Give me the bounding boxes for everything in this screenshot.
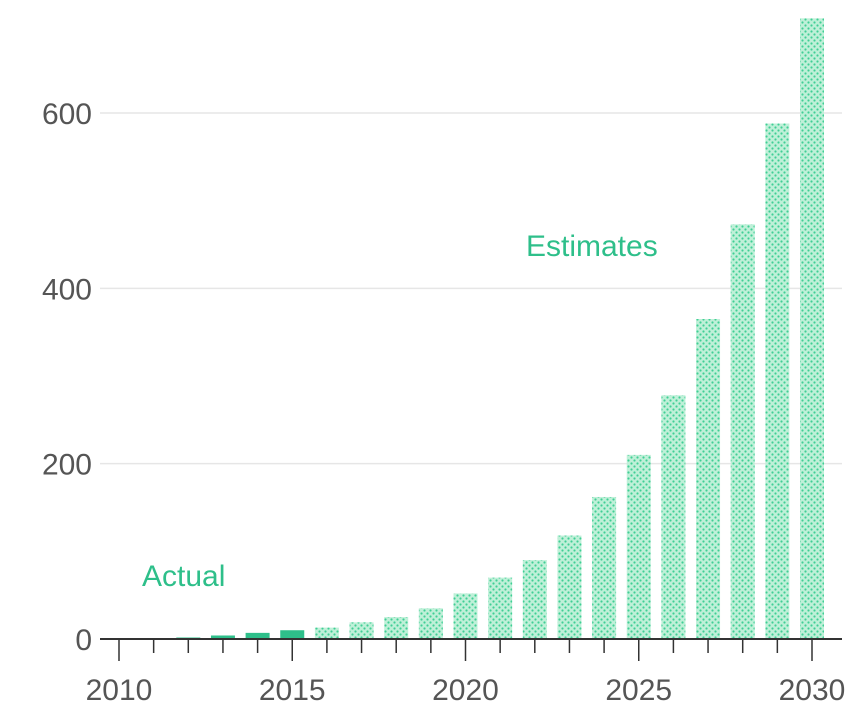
bar-estimate-2025	[626, 454, 651, 639]
bar-actual-2015	[280, 630, 305, 639]
x-axis-labels: 2010 2015 2020 2025 2030	[86, 674, 846, 707]
bar-estimate-2030	[800, 18, 824, 639]
bar-estimate-2027	[696, 319, 721, 639]
bar-estimate-2029	[765, 123, 790, 639]
x-tick-label-2010: 2010	[86, 674, 153, 707]
bar-estimate-2018	[384, 617, 409, 639]
x-tick-label-2030: 2030	[779, 674, 846, 707]
y-tick-label-400: 400	[42, 273, 92, 306]
x-tick-label-2020: 2020	[432, 674, 499, 707]
x-tick-label-2025: 2025	[605, 674, 672, 707]
y-tick-label-0: 0	[75, 624, 92, 657]
bar-estimate-2020	[453, 593, 478, 639]
bar-estimate-2021	[488, 577, 513, 639]
bar-actual-2013	[210, 635, 235, 639]
bar-actual-2014	[245, 632, 270, 639]
bar-estimate-2026	[661, 395, 686, 639]
bar-estimate-2019	[418, 608, 443, 639]
actual-annotation: Actual	[142, 560, 225, 593]
bar-estimate-2016	[314, 627, 339, 639]
bar-estimate-2024	[592, 496, 617, 639]
x-axis	[100, 638, 842, 661]
bar-estimate-2017	[349, 622, 374, 639]
y-tick-label-200: 200	[42, 449, 92, 482]
x-tick-label-2015: 2015	[259, 674, 326, 707]
estimates-annotation: Estimates	[526, 230, 658, 263]
bar-estimate-2022	[522, 560, 547, 639]
bar-estimate-2023	[557, 535, 582, 639]
y-axis-labels: 0 200 400 600	[42, 98, 92, 657]
bars	[176, 18, 824, 639]
bar-estimate-2028	[730, 224, 755, 639]
y-tick-label-600: 600	[42, 98, 92, 131]
